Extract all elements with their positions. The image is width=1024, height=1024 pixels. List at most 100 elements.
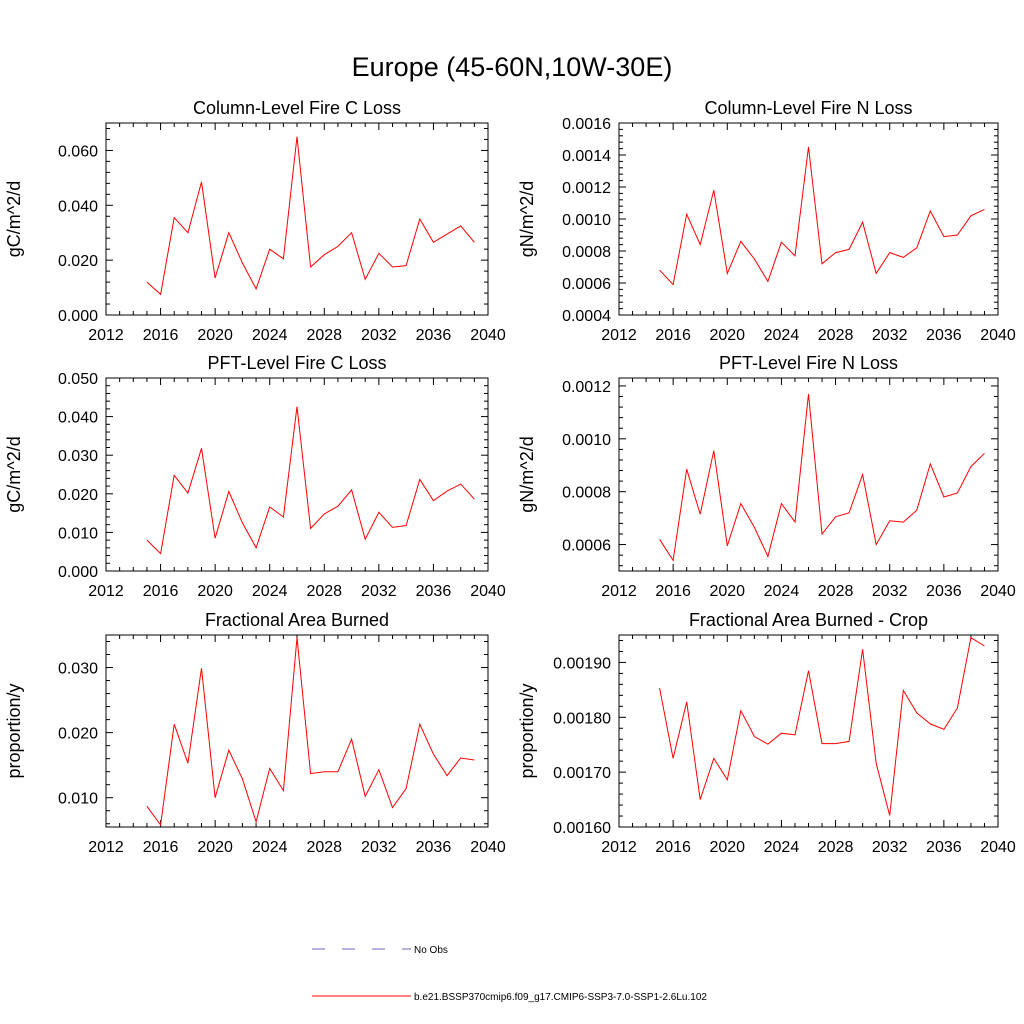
- chart-panel-2: Column-Level Fire N Loss gN/m^2/d 2012 2016…: [517, 98, 1016, 344]
- x-tick-label: 2028: [818, 839, 854, 856]
- x-tick-label: 2036: [416, 327, 452, 344]
- y-tick-label: 0.060: [58, 143, 98, 160]
- x-tick-label: 2016: [143, 327, 179, 344]
- x-tick-label: 2012: [601, 839, 637, 856]
- legend: No Obs b.e21.BSSP370cmip6.f09_g17.CMIP6-…: [312, 945, 707, 1003]
- x-tick-label: 2032: [872, 839, 908, 856]
- y-tick-label: 0.000: [58, 308, 98, 325]
- chart-panel-5: Fractional Area Burned proportion/y 2012 20…: [4, 610, 506, 856]
- series-line: [659, 146, 985, 286]
- y-tick-label: 0.0008: [562, 485, 611, 502]
- x-tick-label: 2012: [601, 583, 637, 600]
- y-tick-label: 0.020: [58, 487, 98, 504]
- x-tick-label: 2024: [764, 327, 800, 344]
- x-tick-label: 2012: [88, 327, 124, 344]
- series-line: [659, 393, 985, 562]
- y-tick-label: 0.0010: [562, 432, 611, 449]
- x-tick-label: 2040: [470, 839, 506, 856]
- x-tick-label: 2028: [818, 327, 854, 344]
- chart-panel-1: Column-Level Fire C Loss gC/m^2/d 2012 2016…: [4, 98, 506, 344]
- x-tick-label: 2024: [252, 327, 288, 344]
- legend-label-no-obs: No Obs: [414, 945, 448, 956]
- panel-title: Column-Level Fire N Loss: [704, 98, 912, 118]
- x-tick-label: 2032: [361, 327, 397, 344]
- y-tick-label: 0.010: [58, 525, 98, 542]
- y-axis-label: gC/m^2/d: [4, 436, 24, 512]
- y-tick-label: 0.0014: [562, 148, 611, 165]
- y-tick-label: 0.0016: [562, 116, 611, 133]
- x-tick-label: 2040: [470, 327, 506, 344]
- y-tick-label: 0.0006: [562, 276, 611, 293]
- y-tick-label: 0.00160: [553, 820, 611, 837]
- x-tick-label: 2040: [980, 583, 1016, 600]
- y-tick-label: 0.020: [58, 726, 98, 743]
- x-tick-label: 2032: [361, 839, 397, 856]
- y-tick-label: 0.00180: [553, 710, 611, 727]
- figure-title: Europe (45-60N,10W-30E): [352, 52, 673, 82]
- y-tick-label: 0.030: [58, 661, 98, 678]
- x-tick-label: 2020: [197, 583, 233, 600]
- y-tick-label: 0.0012: [562, 379, 611, 396]
- y-tick-label: 0.0004: [562, 308, 611, 325]
- panel-title: PFT-Level Fire N Loss: [719, 353, 898, 373]
- x-tick-label: 2020: [709, 839, 745, 856]
- y-tick-label: 0.0008: [562, 244, 611, 261]
- plot-frame: [105, 122, 489, 316]
- x-tick-label: 2016: [655, 839, 691, 856]
- x-tick-label: 2032: [361, 583, 397, 600]
- x-tick-label: 2024: [764, 839, 800, 856]
- x-tick-label: 2016: [143, 839, 179, 856]
- x-tick-label: 2016: [655, 327, 691, 344]
- plot-frame: [618, 122, 999, 316]
- y-axis-label: proportion/y: [4, 683, 24, 778]
- x-tick-label: 2020: [197, 327, 233, 344]
- chart-panel-4: PFT-Level Fire N Loss gN/m^2/d 2012 2016 202…: [517, 353, 1016, 600]
- x-tick-label: 2024: [764, 583, 800, 600]
- y-tick-label: 0.040: [58, 198, 98, 215]
- x-tick-label: 2028: [306, 839, 342, 856]
- x-tick-label: 2012: [88, 583, 124, 600]
- y-tick-label: 0.040: [58, 410, 98, 427]
- y-axis-label: gN/m^2/d: [517, 436, 537, 512]
- y-axis-label: proportion/y: [517, 683, 537, 778]
- y-tick-label: 0.010: [58, 791, 98, 808]
- y-axis-label: gC/m^2/d: [4, 181, 24, 257]
- x-tick-label: 2016: [143, 583, 179, 600]
- y-tick-label: 0.00170: [553, 765, 611, 782]
- x-tick-label: 2012: [601, 327, 637, 344]
- x-tick-label: 2036: [926, 839, 962, 856]
- y-tick-label: 0.020: [58, 253, 98, 270]
- chart-panel-3: PFT-Level Fire C Loss gC/m^2/d 2012 2016 202…: [4, 353, 506, 600]
- legend-label-model: b.e21.BSSP370cmip6.f09_g17.CMIP6-SSP3-7.…: [414, 992, 707, 1003]
- x-tick-label: 2028: [818, 583, 854, 600]
- x-tick-label: 2020: [197, 839, 233, 856]
- series-line: [659, 636, 985, 816]
- plot-frame: [105, 634, 489, 828]
- panel-title: Column-Level Fire C Loss: [193, 98, 401, 118]
- x-tick-label: 2040: [470, 583, 506, 600]
- y-tick-label: 0.0006: [562, 538, 611, 555]
- x-tick-label: 2040: [980, 327, 1016, 344]
- y-tick-label: 0.050: [58, 371, 98, 388]
- x-tick-label: 2032: [872, 583, 908, 600]
- y-tick-label: 0.00190: [553, 655, 611, 672]
- y-tick-label: 0.0010: [562, 212, 611, 229]
- x-tick-label: 2020: [709, 583, 745, 600]
- x-tick-label: 2028: [306, 327, 342, 344]
- series-line: [146, 637, 475, 827]
- panel-title: Fractional Area Burned: [205, 610, 389, 630]
- x-tick-label: 2012: [88, 839, 124, 856]
- panel-title: Fractional Area Burned - Crop: [689, 610, 928, 630]
- x-tick-label: 2036: [416, 583, 452, 600]
- chart-panel-6: Fractional Area Burned - Crop proportion/…: [517, 610, 1016, 856]
- x-tick-label: 2016: [655, 583, 691, 600]
- x-tick-label: 2028: [306, 583, 342, 600]
- y-tick-label: 0.000: [58, 564, 98, 581]
- y-axis-label: gN/m^2/d: [517, 181, 537, 257]
- x-tick-label: 2024: [252, 583, 288, 600]
- x-tick-label: 2024: [252, 839, 288, 856]
- x-tick-label: 2040: [980, 839, 1016, 856]
- y-tick-label: 0.030: [58, 448, 98, 465]
- series-line: [146, 406, 475, 555]
